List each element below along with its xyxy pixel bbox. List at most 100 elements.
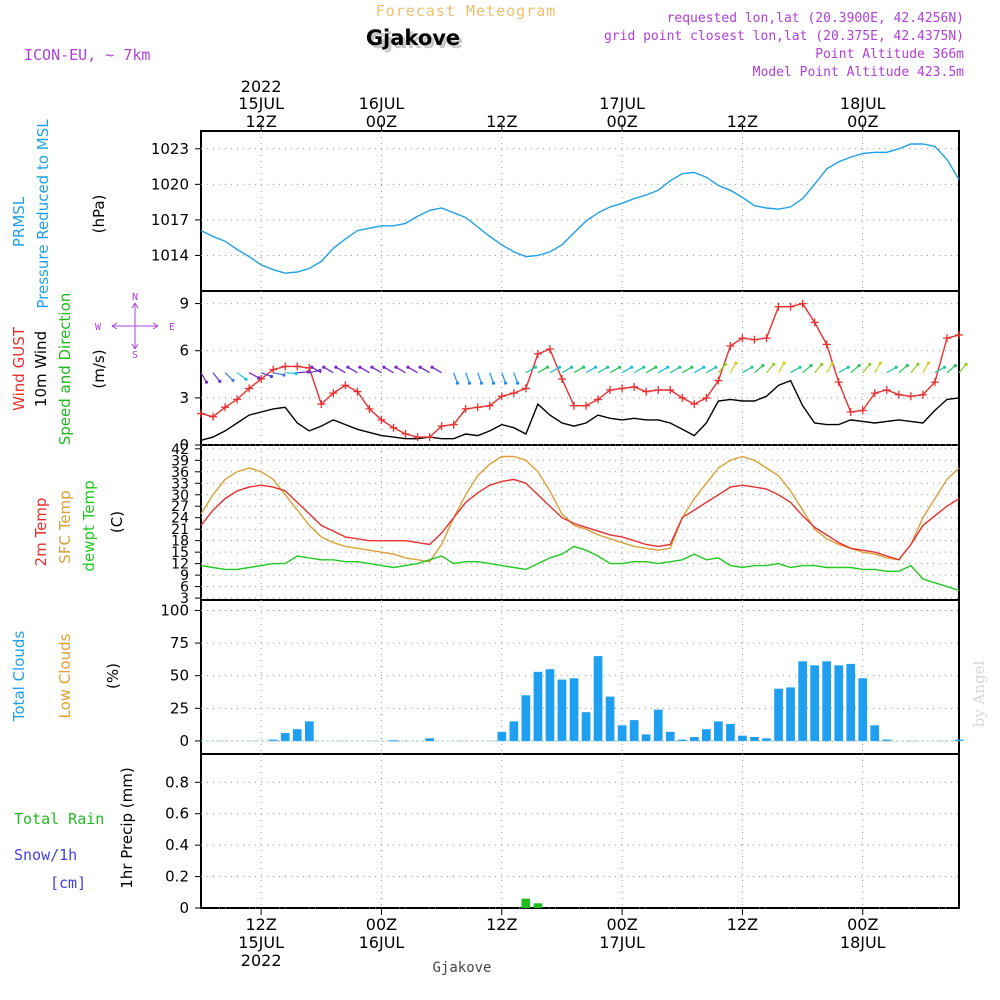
wind-arrow-head [310,365,314,369]
gust-marker [846,408,855,416]
compass-west: W [95,322,102,333]
y-tick-label: 0.8 [165,773,189,791]
wind-direction-arrow [681,366,693,374]
snow-label: Snow/1h [14,846,77,864]
gust-marker [545,345,554,354]
wind-direction-arrow [754,365,764,374]
wind-direction-arrow [862,363,871,374]
wind-arrow-head [953,364,958,368]
wind-direction-arrow [742,366,753,374]
wind-direction-arrow [407,366,418,374]
cloud-bar [762,738,771,741]
wind-direction-label: Speed and Direction [56,293,74,446]
wind-arrow-head [218,379,222,383]
wind-direction-arrow [359,366,370,374]
y-tick-label: 9 [179,295,189,313]
wind-gust-label: Wind GUST [10,326,28,411]
gust-marker [594,395,603,404]
compass-south: S [132,350,138,361]
model-altitude: Model Point Altitude 423.5m [753,65,964,80]
wind-direction-arrow [347,366,358,374]
y-tick-label: 24 [171,511,189,527]
wind-arrow-head [593,365,598,369]
top-axis-hour: 00Z [847,112,878,131]
gust-marker [437,422,446,431]
cloud-bar [846,663,856,741]
panel-frame [200,599,960,755]
wind-arrow-head [479,381,484,385]
gust-marker [762,334,771,343]
gust-marker [389,423,398,432]
wind-direction-arrow [874,362,881,374]
top-axis-hour: 00Z [366,112,397,131]
requested-coords: requested lon,lat (20.3900E, 42.4256N) [667,11,964,26]
gust-marker [630,382,639,391]
wind-direction-arrow [609,366,620,374]
temperature-panel: 2m Temp SFC Temp dewpt Temp (C) [32,480,126,571]
wind-direction-arrow [273,372,285,376]
bottom-axis-date: 15JUL [238,933,284,952]
top-axis-date: 16JUL [359,94,405,113]
wind-direction-arrow [335,366,346,374]
wind-direction-arrow [371,366,382,374]
wind-arrow-head [734,361,738,365]
gust-marker [281,362,290,371]
wind-arrow-head [406,365,410,369]
y-tick-label: 36 [171,465,189,481]
wind-arrow-head [905,364,909,368]
wind-direction-arrow [395,366,406,374]
gust-marker [822,340,831,349]
wind-direction-arrow [453,372,458,384]
wind-direction-arrow [766,363,775,374]
top-axis-hour: 00Z [606,112,637,131]
cloud-bar [521,695,531,741]
wind-arrow-head [642,365,646,369]
wind-arrow-head [618,365,622,369]
wind-direction-arrow [501,372,507,384]
pressure-unit: (hPa) [90,195,108,234]
cloud-bar [726,724,735,741]
compass-north: N [132,292,138,303]
wind-arrow-head [857,364,861,368]
cloud-bar [425,738,434,741]
wind-direction-arrow [958,363,967,374]
y-tick-label: 1014 [151,246,189,264]
gust-marker [642,387,651,396]
gust-marker [714,376,723,385]
gust-marker [955,331,963,339]
panel-grid: 1014 1017 1020 1023 [151,131,959,291]
gust-marker [509,389,518,398]
total-rain-label: Total Rain [14,810,104,828]
compass-east: E [169,322,175,333]
total-clouds-label: Total Clouds [10,631,28,723]
y-tick-label: 21 [171,522,189,538]
bottom-axis-date: 18JUL [840,933,886,952]
wind-direction-arrow [260,372,272,378]
gust-marker [798,299,807,308]
wind-direction-arrow [248,372,260,379]
wind-direction-arrow [513,372,519,384]
clouds-panel: Total Clouds Low Clouds (%) [10,631,122,723]
wind-direction-arrow [898,365,908,374]
bottom-axis-hour: 12Z [486,915,517,934]
wind-direction-arrow [311,366,322,374]
gust-marker [233,395,242,404]
y-tick-label: 0.6 [165,805,189,823]
wind-unit: (m/s) [90,349,108,388]
wind-arrow-head [782,361,786,365]
wind-direction-arrow [224,372,234,381]
wind-arrow-head [430,365,434,369]
bottom-axis-date: 16JUL [359,933,405,952]
wind-arrow-head [581,365,586,369]
location-title: Gjakove [366,26,460,50]
gust-marker [882,386,891,394]
wind-direction-arrow [621,366,632,374]
wind-arrow-head [334,365,338,369]
wind-direction-arrow [814,363,823,374]
cloud-bar [677,739,687,741]
y-tick-label: 6 [180,580,189,596]
clouds-unit: (%) [104,663,122,689]
panel-frame [200,444,960,601]
panel-frame [200,753,960,909]
wind-arrow-head [916,362,920,366]
